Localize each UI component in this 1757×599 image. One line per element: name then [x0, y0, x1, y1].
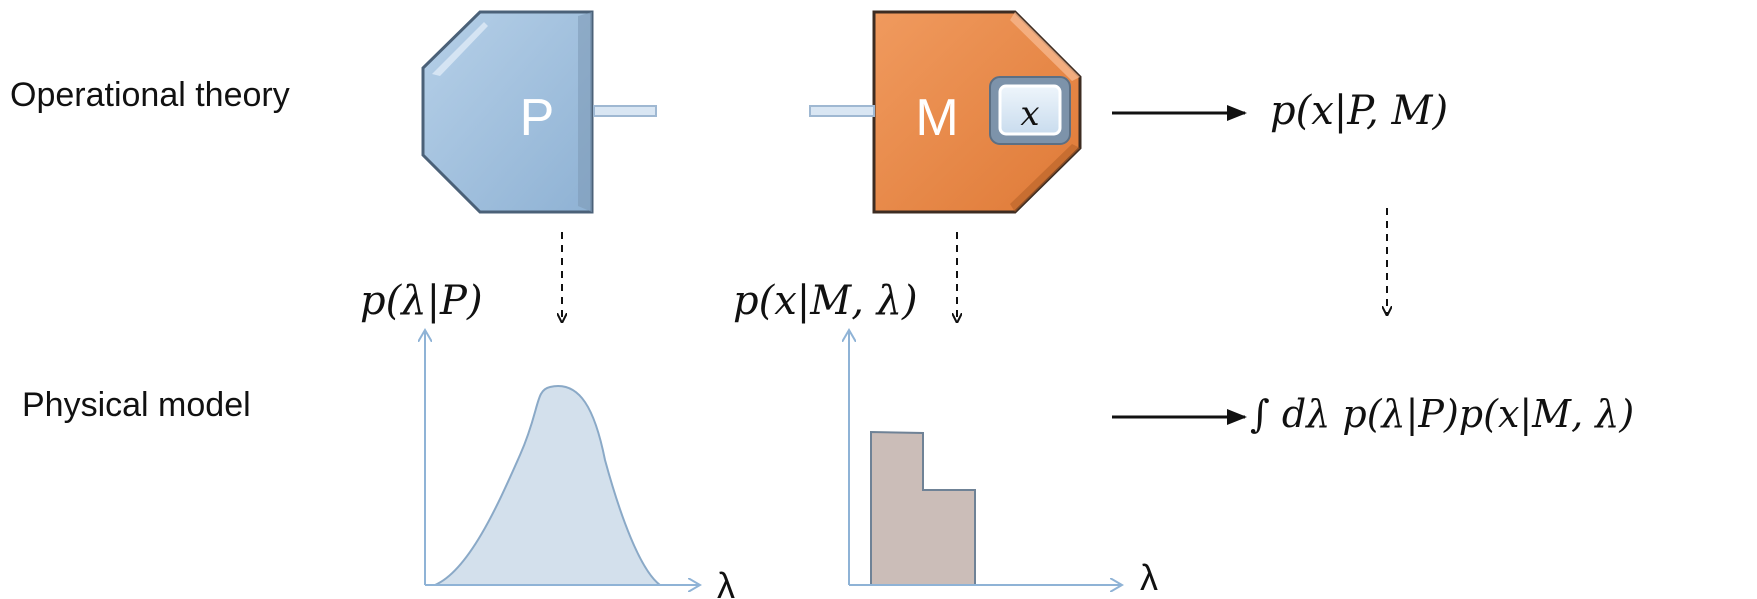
preparation-x-label: λ: [717, 565, 735, 599]
preparation-port: [593, 105, 657, 117]
measurement-device: M x: [872, 10, 1082, 214]
operational-formula: p(x|P, M): [1270, 88, 1449, 134]
response-formula: p(x|M, λ): [733, 278, 918, 324]
physical-formula: ∫ dλ p(λ|P)p(x|M, λ): [1250, 392, 1635, 436]
response-steps: [870, 430, 976, 586]
preparation-formula: p(λ|P): [360, 278, 483, 324]
response-function-plot: λ: [849, 330, 1158, 598]
outcome-display: x: [989, 76, 1071, 145]
outcome-label: x: [1020, 94, 1039, 134]
preparation-label: P: [520, 89, 555, 147]
operational-theory-label: Operational theory: [10, 76, 290, 114]
measurement-port: [809, 105, 875, 117]
preparation-curve: [434, 385, 663, 586]
preparation-distribution-plot: λ: [425, 330, 735, 599]
response-x-label: λ: [1140, 557, 1158, 598]
measurement-label: M: [915, 89, 958, 147]
preparation-device: P: [421, 10, 594, 214]
physical-model-label: Physical model: [22, 386, 251, 424]
